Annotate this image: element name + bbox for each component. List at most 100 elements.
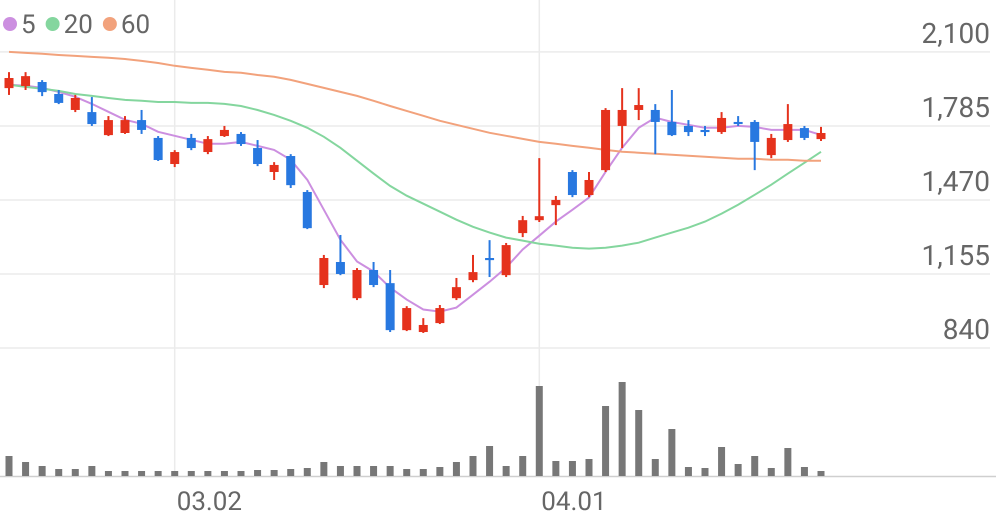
candle-body bbox=[186, 137, 196, 149]
candle-body bbox=[501, 245, 511, 276]
volume-bar bbox=[668, 429, 676, 476]
volume-bar bbox=[138, 471, 146, 476]
candle-body bbox=[385, 283, 395, 331]
candle-body bbox=[683, 125, 693, 133]
volume-bar bbox=[171, 471, 179, 476]
volume-bar bbox=[370, 466, 378, 476]
candle-body bbox=[335, 261, 345, 274]
candle-body bbox=[584, 179, 594, 196]
candle-body bbox=[319, 258, 329, 286]
candle-body bbox=[103, 120, 113, 136]
volume-bar bbox=[635, 410, 643, 476]
ma-line bbox=[8, 50, 821, 162]
volume-bar bbox=[751, 456, 759, 476]
legend-marker bbox=[102, 17, 117, 31]
y-tick-label: 2,100 bbox=[922, 17, 990, 50]
volume-bar bbox=[718, 447, 726, 476]
candle-body bbox=[468, 272, 478, 281]
candle-body bbox=[21, 76, 31, 87]
volume-bar bbox=[22, 462, 30, 476]
candle-body bbox=[617, 109, 627, 126]
volume-bar bbox=[55, 469, 63, 476]
volume-bar bbox=[734, 464, 742, 476]
volume-bar bbox=[154, 471, 162, 476]
x-tick-label: 04.01 bbox=[541, 487, 606, 517]
candle-body bbox=[137, 120, 147, 130]
volume-bar bbox=[187, 471, 195, 476]
candle-body bbox=[120, 120, 130, 133]
volume-bar bbox=[303, 468, 311, 476]
volume-bar bbox=[519, 456, 527, 476]
candle-body bbox=[799, 128, 809, 138]
legend-label: 5 bbox=[21, 10, 36, 40]
candle-body bbox=[601, 109, 611, 171]
candle-body bbox=[733, 121, 743, 125]
volume-bar bbox=[585, 459, 593, 476]
legend-label: 60 bbox=[121, 10, 150, 40]
volume-bar bbox=[568, 461, 576, 476]
legend-marker bbox=[45, 17, 60, 31]
volume-bar bbox=[552, 461, 560, 476]
candle-body bbox=[766, 137, 776, 156]
volume-bar bbox=[5, 456, 13, 476]
volume-bar bbox=[651, 459, 659, 476]
volume-panel bbox=[5, 382, 825, 476]
candle-body bbox=[402, 308, 412, 331]
legend-marker bbox=[3, 17, 17, 31]
volume-bar bbox=[71, 469, 79, 476]
volume-bar bbox=[701, 468, 709, 476]
grid bbox=[0, 0, 996, 478]
volume-bar bbox=[104, 471, 112, 476]
volume-bar bbox=[800, 467, 808, 476]
volume-bar bbox=[121, 471, 129, 476]
candle-body bbox=[451, 287, 461, 299]
candle-body bbox=[418, 324, 428, 333]
candles bbox=[4, 72, 826, 333]
y-tick-label: 1,155 bbox=[922, 239, 990, 272]
candle-body bbox=[667, 121, 677, 136]
legend-label: 20 bbox=[64, 10, 93, 40]
ma-line bbox=[8, 83, 822, 250]
volume-bar bbox=[88, 466, 96, 476]
volume-bar bbox=[419, 469, 427, 476]
volume-bar bbox=[287, 469, 295, 476]
candle-body bbox=[650, 109, 660, 122]
volume-bar bbox=[817, 471, 825, 476]
candle-body bbox=[203, 139, 213, 153]
candle-body bbox=[286, 156, 296, 186]
candle-body bbox=[485, 258, 495, 261]
volume-bar bbox=[602, 406, 610, 476]
volume-bar bbox=[320, 462, 328, 476]
candle-body bbox=[369, 269, 379, 286]
volume-bar bbox=[336, 466, 344, 476]
candle-body bbox=[37, 82, 47, 93]
candle-body bbox=[750, 121, 760, 142]
candle-body bbox=[816, 132, 826, 140]
volume-bar bbox=[38, 466, 46, 476]
candle-body bbox=[634, 105, 644, 110]
candle-body bbox=[269, 164, 279, 173]
x-tick-label: 03.02 bbox=[177, 487, 242, 517]
volume-bar bbox=[436, 467, 444, 476]
volume-bar bbox=[767, 468, 775, 476]
candle-body bbox=[236, 133, 246, 145]
candle-body bbox=[518, 220, 528, 234]
volume-bar bbox=[353, 466, 361, 476]
candle-body bbox=[567, 172, 577, 196]
candle-body bbox=[302, 191, 312, 229]
candle-body bbox=[352, 269, 362, 299]
y-tick-label: 840 bbox=[943, 313, 990, 346]
volume-bar bbox=[469, 456, 477, 476]
volume-bar bbox=[204, 471, 212, 476]
candle-body bbox=[700, 129, 710, 133]
candle-body bbox=[534, 216, 544, 221]
volume-bar bbox=[254, 470, 262, 476]
volume-bar bbox=[486, 446, 494, 476]
legend: 5 20 60 bbox=[3, 10, 150, 40]
volume-bar bbox=[270, 470, 278, 476]
candle-body bbox=[783, 124, 793, 141]
volume-bar bbox=[237, 471, 245, 476]
candle-body bbox=[153, 137, 163, 161]
